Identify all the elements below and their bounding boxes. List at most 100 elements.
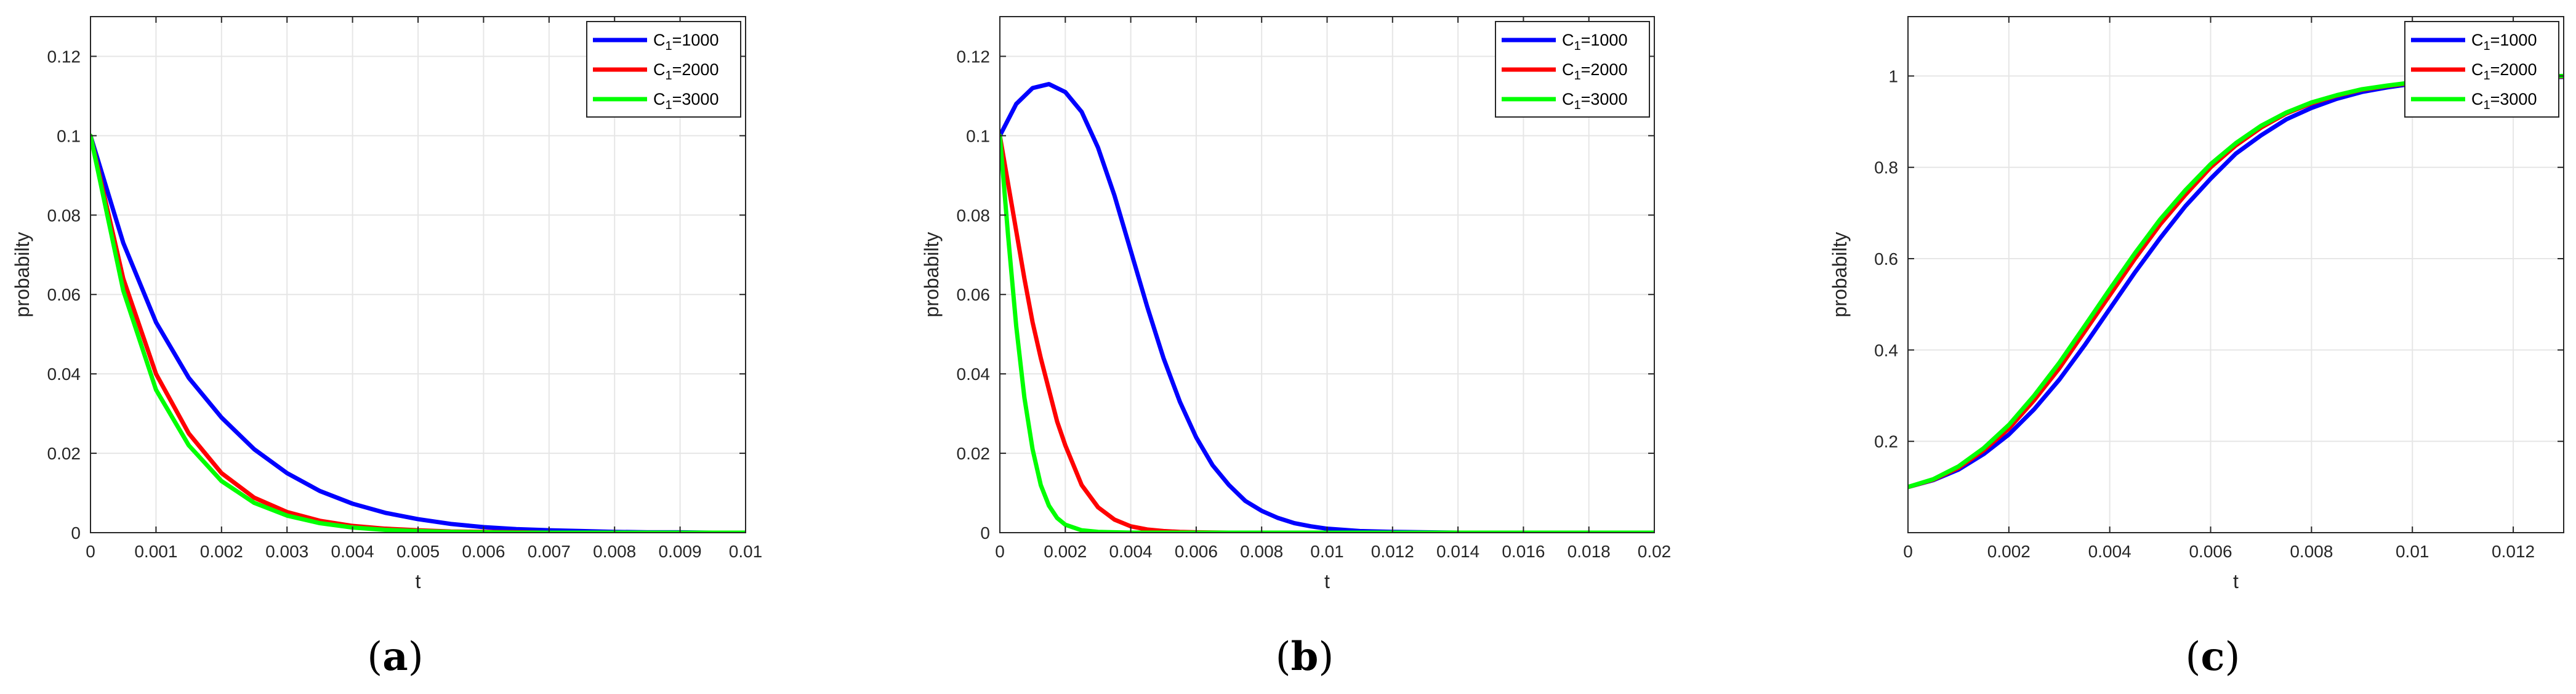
y-tick-label: 0.12	[957, 47, 991, 66]
x-tick-label: 0.001	[134, 542, 177, 561]
y-axis-label: probabilty	[920, 232, 943, 318]
x-tick-label: 0.009	[659, 542, 702, 561]
legend-label-rest: =1000	[1581, 31, 1628, 49]
caption-letter: b	[1291, 634, 1319, 680]
legend-label-rest: =3000	[2490, 90, 2537, 108]
y-tick-label: 0.4	[1874, 341, 1898, 360]
x-tick-label: 0.01	[729, 542, 763, 561]
x-tick-label: 0.007	[528, 542, 571, 561]
x-tick-label: 0.003	[265, 542, 308, 561]
x-tick-label: 0.004	[1109, 542, 1153, 561]
caption-letter: c	[2201, 634, 2225, 680]
legend-label-base: C	[2471, 60, 2484, 79]
caption-close-paren: )	[2224, 634, 2240, 680]
legend-label-2: C1=2000	[653, 60, 718, 83]
panel-caption: (a)	[367, 634, 423, 680]
legend-label-base: C	[1562, 60, 1574, 79]
y-tick-label: 0.04	[47, 365, 81, 384]
x-tick-label: 0.018	[1568, 542, 1611, 561]
legend-label-2: C1=2000	[1562, 60, 1627, 83]
series-line-3	[1000, 133, 1654, 533]
x-tick-label: 0.004	[2088, 542, 2131, 561]
y-axis-label: probabilty	[1829, 232, 1851, 318]
y-tick-label: 0	[980, 523, 990, 543]
y-tick-label: 0.06	[47, 285, 81, 304]
x-tick-label: 0.005	[396, 542, 440, 561]
legend-label-1: C1=1000	[2471, 31, 2537, 53]
legend-label-rest: =2000	[2490, 60, 2537, 79]
x-tick-label: 0.016	[1502, 542, 1545, 561]
x-tick-label: 0.012	[2492, 542, 2535, 561]
y-tick-label: 0.1	[57, 126, 81, 145]
axes-box	[1907, 16, 2564, 533]
x-tick-label: 0.002	[1987, 542, 2031, 561]
x-tick-label: 0.002	[1044, 542, 1087, 561]
x-tick-label: 0.006	[1175, 542, 1218, 561]
y-tick-label: 0.12	[47, 47, 81, 66]
legend-label-base: C	[653, 31, 666, 49]
legend-label-rest: =1000	[2490, 31, 2537, 49]
legend-label-subscript: 1	[1574, 99, 1581, 112]
y-tick-label: 0.04	[957, 365, 991, 384]
x-tick-label: 0	[1903, 542, 1913, 561]
x-tick-label: 0.012	[1371, 542, 1414, 561]
y-tick-label: 0.1	[966, 126, 990, 145]
panel-caption: (b)	[1276, 634, 1334, 680]
legend-label-rest: =2000	[1581, 60, 1628, 79]
y-tick-label: 0.08	[957, 206, 991, 225]
legend-label-base: C	[1562, 90, 1574, 108]
legend-label-rest: =2000	[672, 60, 719, 79]
legend-label-base: C	[1562, 31, 1574, 49]
caption-close-paren: )	[1318, 634, 1334, 680]
legend-label-base: C	[2471, 31, 2484, 49]
legend-label-3: C1=3000	[653, 90, 718, 112]
panel-caption: (c)	[2186, 634, 2240, 680]
x-tick-label: 0.006	[2189, 542, 2232, 561]
y-tick-label: 0.2	[1874, 432, 1898, 451]
caption-close-paren: )	[408, 634, 424, 680]
legend-label-rest: =3000	[1581, 90, 1628, 108]
legend-label-subscript: 1	[1574, 39, 1581, 53]
legend-label-rest: =1000	[672, 31, 719, 49]
x-tick-label: 0.01	[2396, 542, 2429, 561]
chart-panel-a: 0 0.001 0.002 0.003 0.004 0.005 0.006 0.007 0.00…	[11, 16, 763, 680]
y-tick-label: 0.06	[957, 285, 991, 304]
legend-label-1: C1=1000	[653, 31, 718, 53]
y-tick-label: 1	[1888, 67, 1898, 86]
legend-label-subscript: 1	[1574, 69, 1581, 83]
x-tick-label: 0.01	[1310, 542, 1344, 561]
legend-label-subscript: 1	[2484, 69, 2490, 83]
y-tick-label: 0.6	[1874, 249, 1898, 268]
x-tick-label: 0.008	[1240, 542, 1283, 561]
legend-label-1: C1=1000	[1562, 31, 1627, 53]
caption-open-paren: (	[367, 634, 382, 680]
legend-label-base: C	[653, 60, 666, 79]
legend-label-3: C1=3000	[1562, 90, 1627, 112]
caption-open-paren: (	[1276, 634, 1291, 680]
x-tick-label: 0.008	[593, 542, 636, 561]
legend-label-base: C	[2471, 90, 2484, 108]
x-tick-label: 0	[995, 542, 1005, 561]
chart-panel-c: 0 0.002 0.004 0.006 0.008 0.01 0.012 0.2 0.4 0.6 0…	[1829, 16, 2564, 680]
legend-label-3: C1=3000	[2471, 90, 2537, 112]
series-line-3	[1908, 73, 2564, 490]
legend-label-rest: =3000	[672, 90, 719, 108]
x-axis-label: t	[416, 570, 421, 592]
legend-label-2: C1=2000	[2471, 60, 2537, 83]
x-axis-label: t	[2233, 570, 2239, 592]
legend-label-subscript: 1	[2484, 39, 2490, 53]
y-tick-label: 0.8	[1874, 158, 1898, 177]
legend-label-subscript: 1	[666, 39, 672, 53]
y-tick-label: 0.02	[957, 444, 991, 463]
x-tick-label: 0.008	[2290, 542, 2333, 561]
x-tick-label: 0.02	[1638, 542, 1672, 561]
x-tick-label: 0.004	[331, 542, 374, 561]
legend-label-subscript: 1	[2484, 99, 2490, 112]
chart-panel-b: 0 0.002 0.004 0.006 0.008 0.01 0.012 0.014 0.016…	[920, 16, 1672, 680]
legend-label-subscript: 1	[666, 69, 672, 83]
y-tick-label: 0.02	[47, 444, 81, 463]
x-tick-label: 0.014	[1436, 542, 1479, 561]
legend-label-base: C	[653, 90, 666, 108]
